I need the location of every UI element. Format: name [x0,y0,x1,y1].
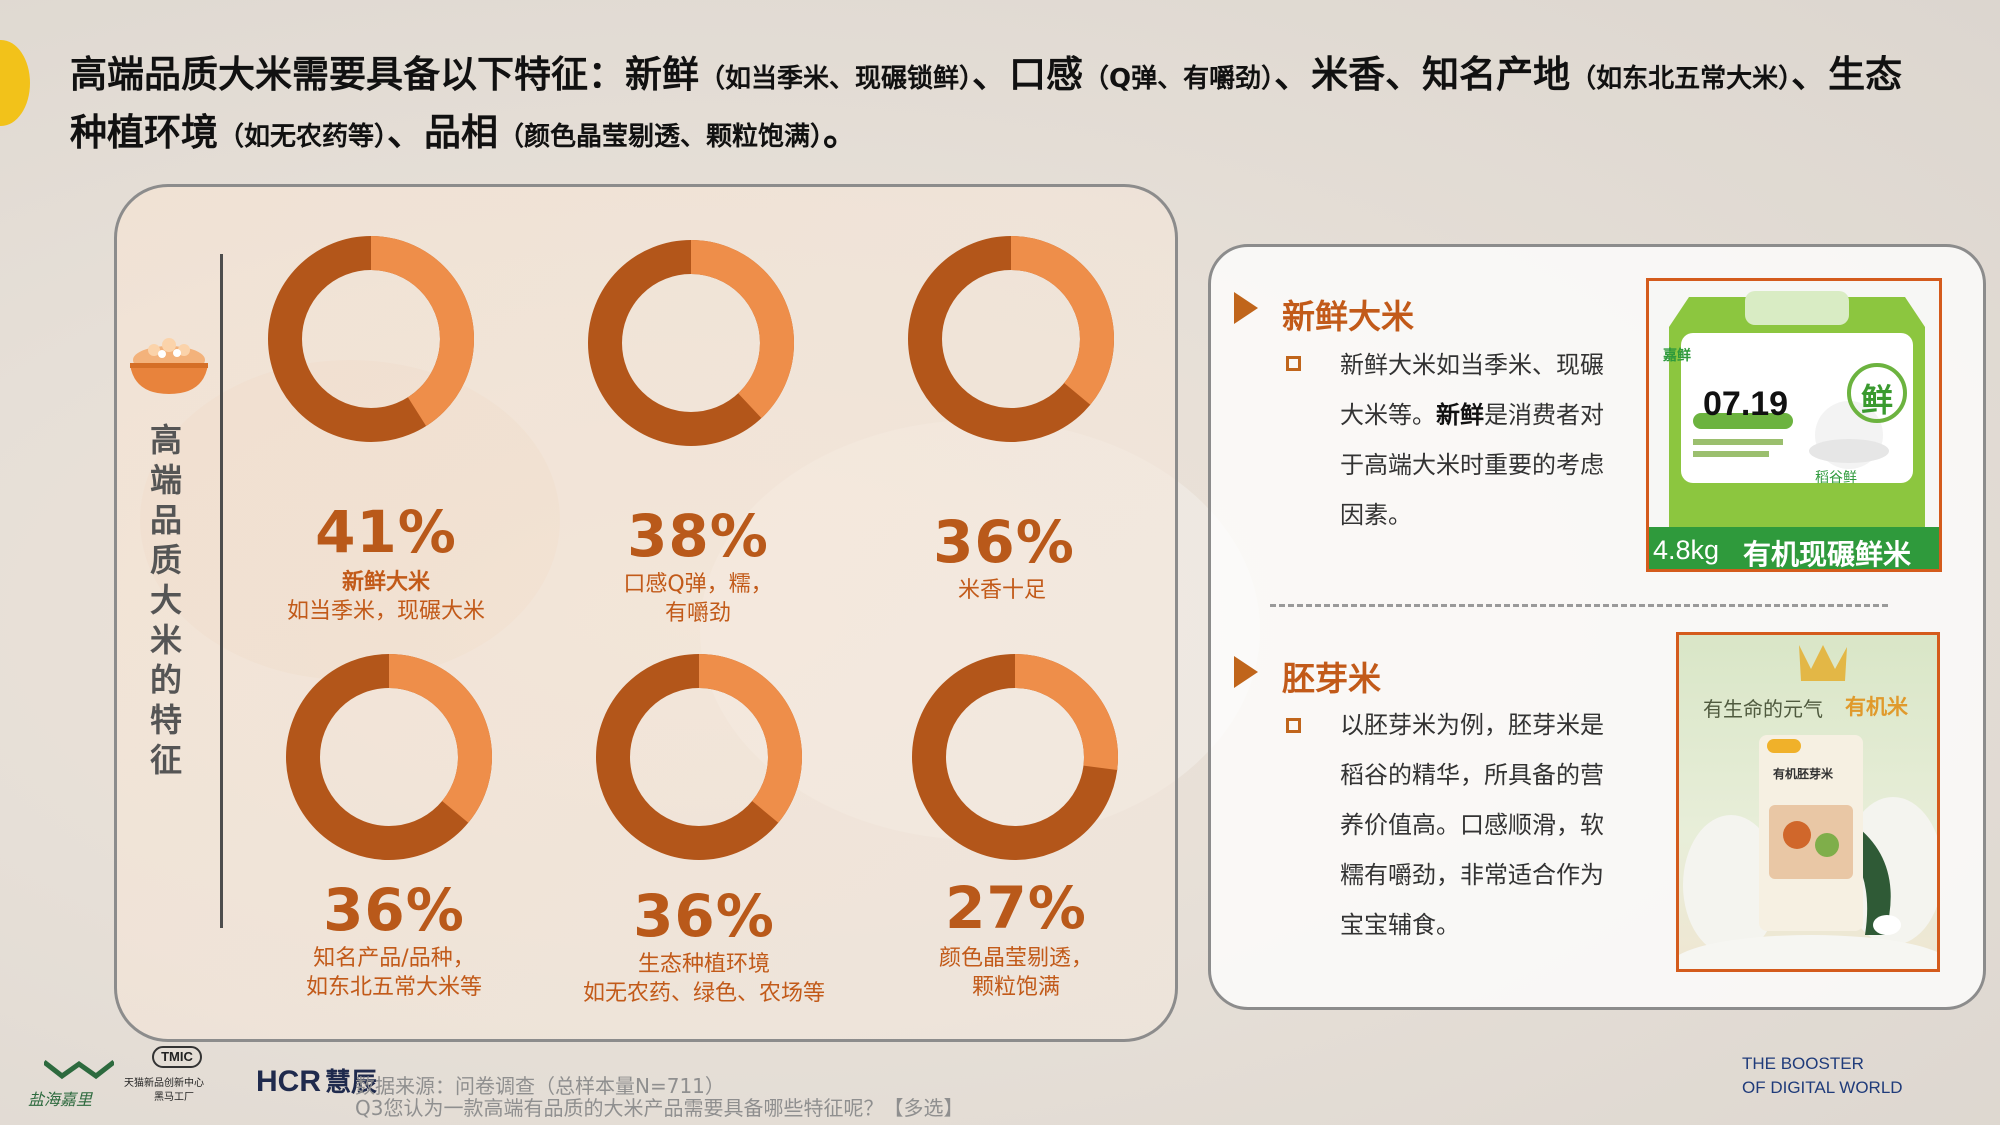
page-headline: 高端品质大米需要具备以下特征：新鲜（如当季米、现碾锁鲜）、口感（Q弹、有嚼劲）、… [70,53,1903,154]
germ-rice-illustration [1679,645,1937,969]
footer-logos: 盐海嘉里 TMIC 天猫新品创新中心 黑马工厂 HCR 慧辰 [24,1044,1024,1114]
donut-chart-appearance [912,654,1118,860]
percent-aroma: 36% [933,508,1075,576]
booster-tagline: THE BOOSTER OF DIGITAL WORLD [1742,1054,1903,1097]
donut-value-arc [588,240,794,446]
donut-value-arc [596,654,802,860]
product-weight: 4.8kg [1653,535,1720,565]
section-divider [1270,604,1888,607]
logo-tmic: TMIC [152,1046,202,1068]
donut-value-arc [286,654,492,860]
caption-appearance: 颜色晶莹剔透， 颗粒饱满 [938,946,1093,1000]
panel-divider [220,254,223,928]
bullet-square-icon [1286,356,1301,371]
donut-value-arc [908,236,1114,442]
data-source: 数据来源：问卷调查（总样本量N=711） [355,1074,725,1098]
donut-value-arc [912,654,1118,860]
product-date: 07.19 [1703,385,1789,423]
caption-aroma: 米香十足 [957,578,1046,603]
percent-eco: 36% [633,882,775,950]
percent-appearance: 27% [945,874,1087,942]
donut-chart-texture [588,240,794,446]
donut-chart-fresh [268,236,474,442]
triangle-marker-icon [1234,656,1258,688]
caption-origin: 知名产品/品种， 如东北五常大米等 [305,946,482,1000]
product-banner: 有机现碾鲜米 [1743,538,1912,571]
product-image-germ-rice: 有生命的元气 有机米 有机胚芽米 [1676,632,1940,972]
percent-texture: 38% [627,502,769,570]
wave-logo-icon [44,1060,114,1080]
donut-chart-eco [596,654,802,860]
section-body-fresh: 新鲜大米如当季米、现碾 大米等。新鲜是消费者对 于高端大米时重要的考虑 因素。 [1340,351,1604,529]
donut-value-arc [268,236,474,442]
section-title-fresh: 新鲜大米 [1282,297,1414,336]
donut-chart-aroma [908,236,1114,442]
donut-chart-origin [286,654,492,860]
caption-texture: 口感Q弹，糯， 有嚼劲 [623,572,773,626]
rice-bowl-icon [130,338,208,394]
caption-eco: 生态种植环境 如无农药、绿色、农场等 [582,952,825,1006]
product-image-fresh-rice: 嘉鲜 07.19 鲜 稻谷鲜 4.8kg 有机现碾鲜米 [1646,278,1942,572]
logo-yanhai: 盐海嘉里 [28,1090,93,1109]
survey-question: Q3您认为一款高端有品质的大米产品需要具备哪些特征呢？【多选】 [355,1096,964,1120]
percent-fresh: 41% [315,498,457,566]
vertical-title: 高端品质大米的特征 [149,421,182,779]
logo-hcr: HCR 慧辰 [256,1065,378,1098]
percent-origin: 36% [323,876,465,944]
section-title-germ: 胚芽米 [1282,659,1381,698]
triangle-marker-icon [1234,292,1258,324]
section-body-germ: 以胚芽米为例，胚芽米是 稻谷的精华，所具备的营 养价值高。口感顺滑，软 糯有嚼劲… [1340,711,1604,939]
fresh-badge: 鲜 [1861,381,1894,419]
side-accent [0,40,30,126]
caption-fresh: 新鲜大米 如当季米，现碾大米 [286,570,485,624]
rice-bag-illustration [1649,291,1939,569]
bullet-square-icon [1286,718,1301,733]
